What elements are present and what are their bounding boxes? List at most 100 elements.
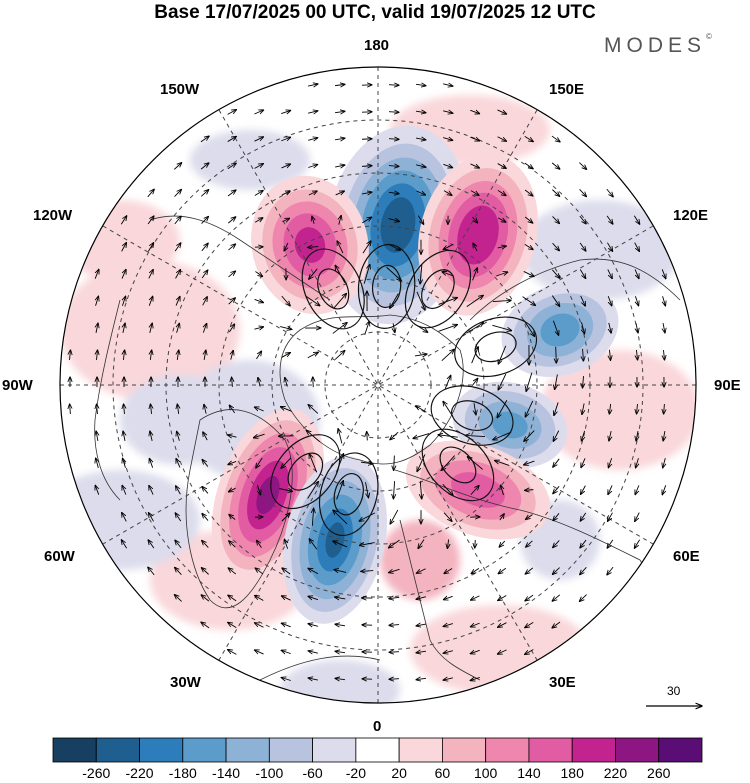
- wind-arrow: [200, 136, 209, 143]
- wind-arrow: [254, 164, 264, 169]
- wind-arrow: [254, 218, 263, 223]
- anomaly-contour: [404, 249, 472, 329]
- wind-arrow: [95, 485, 99, 495]
- wind-arrow: [96, 350, 97, 361]
- wind-arrow: [607, 242, 612, 252]
- wind-arrow: [389, 625, 400, 626]
- wind-arrow: [553, 430, 560, 442]
- wind-arrow: [335, 165, 345, 167]
- map-boundary: [59, 66, 697, 704]
- wind-arrow: [663, 430, 665, 441]
- wind-arrow: [416, 651, 427, 653]
- wind-arrow: [176, 459, 181, 468]
- wind-arrow: [497, 136, 507, 141]
- wind-arrow: [148, 243, 153, 252]
- anomaly-contour: [421, 428, 495, 502]
- anomaly-centers: [211, 125, 619, 624]
- wind-arrow: [229, 541, 236, 548]
- wind-arrow: [441, 349, 454, 362]
- wind-arrow: [388, 192, 399, 193]
- wind-arrow: [255, 623, 264, 628]
- wind-arrow: [95, 269, 99, 279]
- wind-arrow: [466, 295, 483, 308]
- anomaly-contour: [301, 248, 365, 330]
- wind-arrow: [228, 244, 235, 251]
- wind-arrow: [498, 622, 507, 628]
- wind-arrow: [335, 651, 346, 652]
- wind-arrow: [443, 84, 453, 86]
- wind-arrow: [174, 595, 182, 602]
- wind-arrow: [473, 243, 478, 252]
- wind-arrow: [255, 595, 264, 601]
- anomaly-contour: [357, 243, 416, 329]
- wind-arrow: [229, 405, 236, 414]
- wind-arrow: [228, 595, 237, 602]
- wind-arrow: [552, 320, 558, 335]
- wind-arrow: [583, 348, 584, 361]
- wind-arrow: [281, 353, 291, 358]
- wind-arrow: [495, 460, 510, 466]
- wind-arrow: [389, 652, 400, 653]
- wind-arrow: [443, 651, 453, 654]
- wind-arrow: [609, 403, 610, 414]
- wind-arrow: [281, 596, 291, 601]
- wind-arrow: [420, 481, 421, 499]
- wind-arrow: [175, 513, 182, 522]
- wind-arrow: [149, 296, 152, 306]
- wind-arrow: [279, 489, 292, 492]
- wind-arrow: [525, 621, 534, 627]
- wind-arrow: [148, 513, 154, 522]
- wind-arrow: [281, 457, 292, 469]
- wind-arrow: [552, 242, 560, 251]
- colorbar-label: 20: [391, 765, 407, 781]
- label-90e: 90E: [714, 377, 741, 394]
- wind-arrow: [177, 350, 178, 361]
- wind-arrow: [390, 431, 399, 440]
- wind-arrow: [201, 568, 209, 575]
- wind-arrow: [637, 403, 638, 414]
- wind-arrow: [524, 460, 535, 465]
- wind-arrow: [177, 431, 180, 441]
- label-60e: 60E: [673, 548, 700, 565]
- wind-arrow: [447, 539, 448, 548]
- wind-arrow: [362, 241, 371, 254]
- wind-arrow: [308, 138, 318, 141]
- wind-arrow: [438, 298, 458, 305]
- wind-arrow: [201, 622, 210, 629]
- wind-arrow: [526, 372, 533, 392]
- wind-arrow: [228, 271, 235, 278]
- wind-arrow: [227, 217, 235, 224]
- wind-arrow: [498, 373, 507, 390]
- wind-arrow: [333, 293, 346, 309]
- wind-arrow: [470, 677, 480, 680]
- wind-arrow: [335, 138, 345, 140]
- wind-arrow: [470, 622, 480, 627]
- wind-arrow: [465, 435, 486, 436]
- wind-arrow: [635, 485, 640, 494]
- wind-arrow: [203, 323, 206, 333]
- wind-arrow: [443, 164, 452, 167]
- wind-arrow: [522, 296, 536, 306]
- wind-arrow: [150, 404, 151, 415]
- wind-arrow: [579, 594, 587, 602]
- colorbar-label: 60: [434, 765, 451, 781]
- label-120w: 120W: [33, 207, 73, 224]
- colorbar-swatch: [571, 737, 616, 763]
- wind-arrow: [312, 508, 313, 526]
- wind-arrow: [175, 296, 180, 306]
- wind-arrow: [203, 432, 208, 441]
- wind-arrow: [253, 433, 265, 438]
- wind-arrow: [334, 351, 345, 360]
- wind-arrow: [335, 678, 346, 679]
- wind-arrow: [443, 678, 453, 680]
- wind-arrow: [634, 242, 640, 252]
- colorbar-swatch: [139, 737, 184, 763]
- wind-arrow: [150, 323, 152, 333]
- wind-arrow: [663, 323, 665, 333]
- colorbar-label: 260: [647, 765, 671, 781]
- wind-arrow: [360, 462, 373, 464]
- wind-arrow: [335, 597, 346, 599]
- anomaly-contour: [451, 400, 494, 431]
- wind-arrow: [285, 377, 288, 387]
